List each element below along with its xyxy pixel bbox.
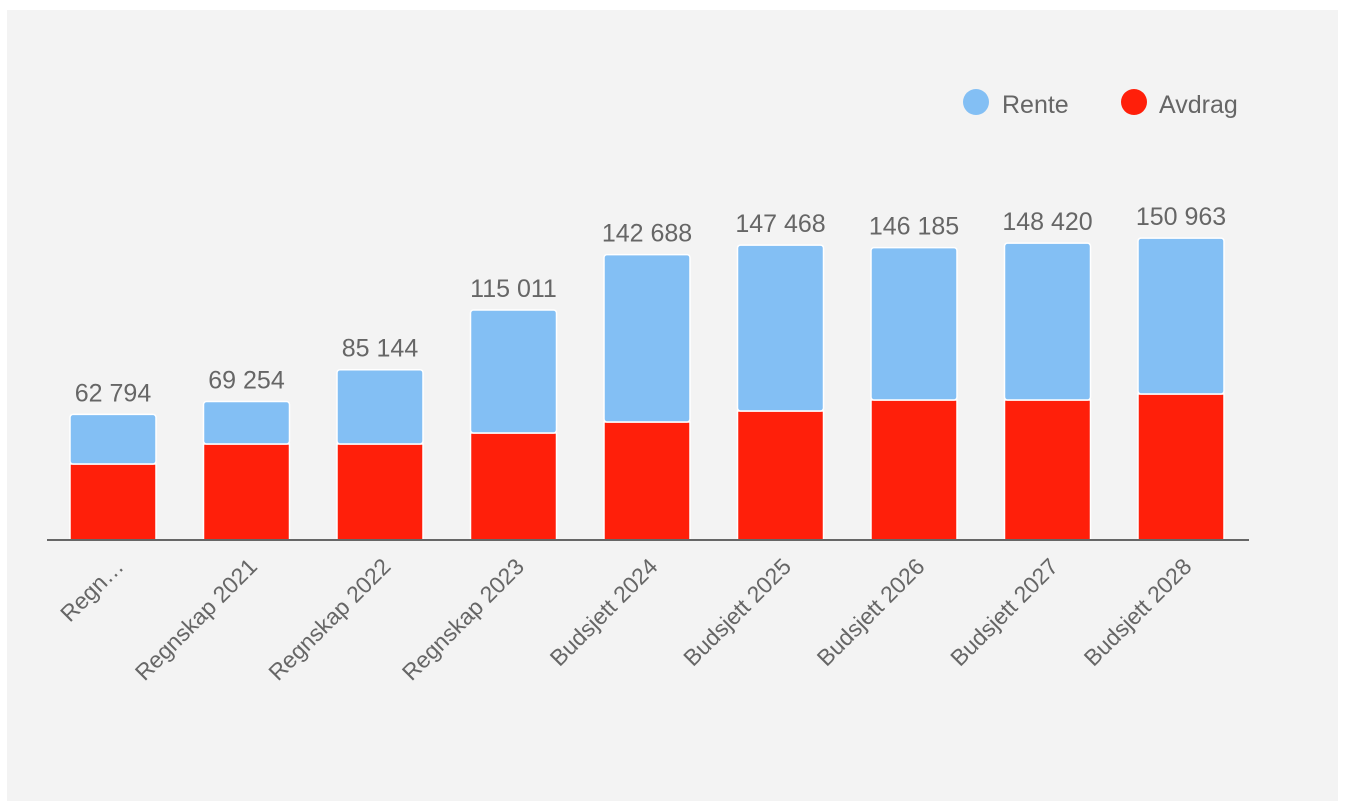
total-label-6: 147 468 bbox=[735, 210, 825, 238]
x-tick-labels-layer: Regn… Regnskap 2021 Regnskap 2022 Regnskap … bbox=[55, 553, 1197, 685]
bar-segment-avdrag-8 bbox=[1003, 399, 1092, 541]
bar-segment-rente-4 bbox=[469, 309, 558, 434]
x-tick-label-7: Budsjett 2026 bbox=[812, 553, 930, 671]
total-labels-layer: 62 794 69 254 85 144 115 011 142 688 147 468 1… bbox=[75, 203, 1226, 407]
bar-segment-rente-7 bbox=[870, 246, 958, 401]
bar-segment-avdrag-5 bbox=[603, 421, 691, 541]
x-tick-label-6: Budsjett 2025 bbox=[678, 553, 796, 671]
x-tick-label-4: Regnskap 2023 bbox=[397, 553, 529, 685]
bar-segment-avdrag-4 bbox=[469, 432, 558, 541]
total-label-4: 115 011 bbox=[470, 275, 557, 303]
total-label-8: 148 420 bbox=[1002, 208, 1092, 236]
legend-label-rente: Rente bbox=[1002, 91, 1069, 119]
total-label-5: 142 688 bbox=[602, 220, 692, 248]
total-label-9: 150 963 bbox=[1136, 203, 1226, 231]
bars-layer bbox=[69, 237, 1225, 541]
bar-segment-avdrag-9 bbox=[1137, 393, 1225, 541]
legend-swatch-rente bbox=[963, 89, 989, 115]
bar-segment-avdrag-7 bbox=[870, 399, 958, 541]
bar-segment-rente-3 bbox=[336, 368, 424, 445]
bar-segment-rente-6 bbox=[736, 244, 825, 412]
total-label-1: 62 794 bbox=[75, 379, 152, 407]
legend-label-avdrag: Avdrag bbox=[1159, 91, 1238, 119]
x-tick-label-3: Regnskap 2022 bbox=[263, 553, 395, 685]
legend: Rente Avdrag bbox=[963, 89, 1238, 119]
x-tick-label-1: Regn… bbox=[55, 553, 129, 627]
legend-swatch-avdrag bbox=[1121, 89, 1147, 115]
x-tick-label-5: Budsjett 2024 bbox=[545, 553, 663, 671]
bar-segment-rente-9 bbox=[1137, 237, 1225, 395]
bar-segment-rente-1 bbox=[69, 413, 157, 465]
bar-segment-avdrag-3 bbox=[336, 443, 424, 541]
bar-segment-avdrag-1 bbox=[69, 463, 157, 541]
bar-segment-rente-5 bbox=[603, 253, 691, 423]
total-label-3: 85 144 bbox=[342, 335, 419, 363]
x-tick-label-9: Budsjett 2028 bbox=[1079, 553, 1197, 671]
total-label-7: 146 185 bbox=[869, 213, 959, 241]
total-label-2: 69 254 bbox=[208, 366, 285, 394]
bar-segment-avdrag-6 bbox=[736, 410, 825, 541]
x-tick-label-8: Budsjett 2027 bbox=[945, 553, 1063, 671]
bar-segment-avdrag-2 bbox=[202, 443, 291, 541]
bar-segment-rente-8 bbox=[1003, 242, 1092, 401]
bar-segment-rente-2 bbox=[202, 400, 291, 445]
x-tick-label-2: Regnskap 2021 bbox=[130, 553, 262, 685]
